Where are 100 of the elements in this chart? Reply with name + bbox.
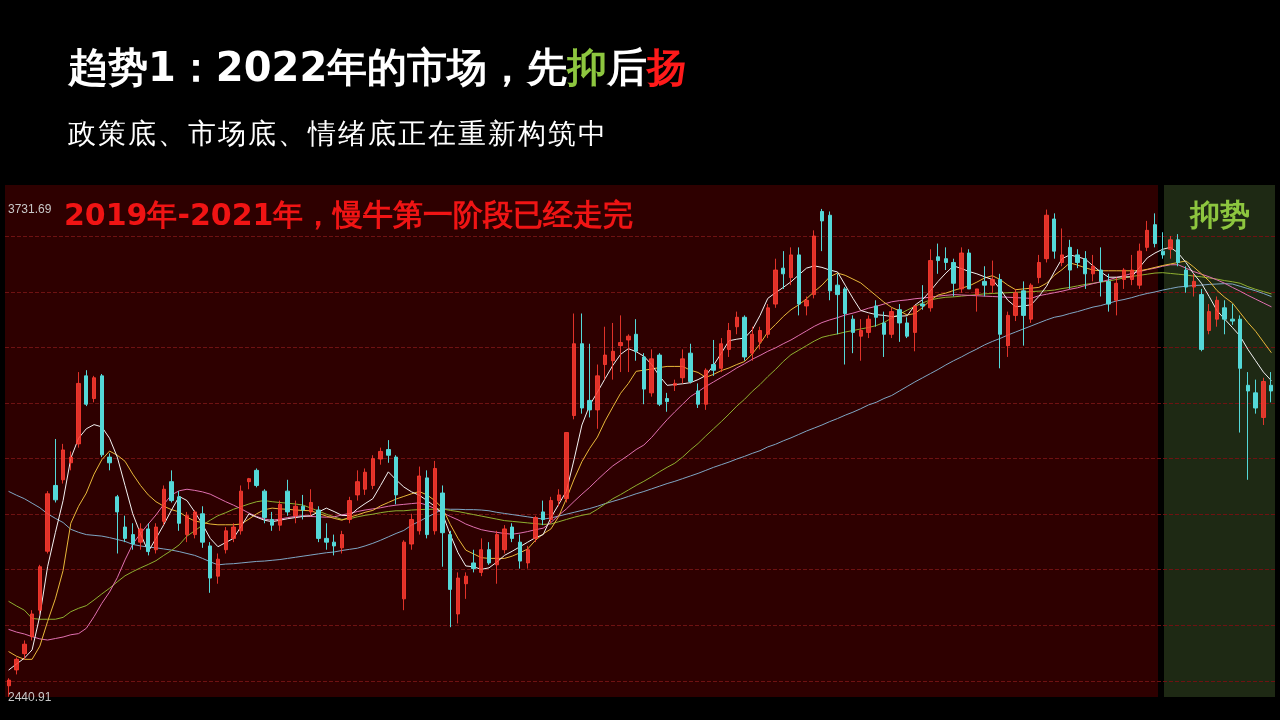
candlestick xyxy=(642,352,646,405)
candlestick xyxy=(634,318,638,362)
candlestick xyxy=(278,500,282,532)
candlestick xyxy=(1176,233,1180,267)
candlestick xyxy=(959,246,964,294)
candlestick xyxy=(293,500,298,524)
candlestick xyxy=(1099,246,1103,297)
candlestick xyxy=(944,246,948,271)
candlestick xyxy=(464,571,468,600)
candlestick xyxy=(301,494,305,520)
candlestick xyxy=(804,295,809,316)
candlestick xyxy=(402,539,406,611)
candlestick xyxy=(549,496,553,524)
candlestick xyxy=(378,447,383,466)
candlestick xyxy=(750,326,754,362)
candlestick xyxy=(162,484,166,526)
candlestick xyxy=(138,522,143,551)
candlestick xyxy=(1083,250,1087,290)
candlestick xyxy=(363,467,367,496)
candlestick xyxy=(224,526,228,554)
candlestick xyxy=(572,313,576,420)
candlestick xyxy=(440,484,445,568)
candlestick xyxy=(758,326,762,350)
candlestick xyxy=(270,511,274,532)
candlestick xyxy=(1238,314,1242,434)
candlestick xyxy=(495,530,499,585)
candlestick xyxy=(1184,265,1188,294)
candlestick xyxy=(115,494,119,554)
y-tick-label: 2440.91 xyxy=(8,689,52,704)
candlestick xyxy=(1161,231,1165,260)
candlestick xyxy=(254,467,259,488)
candlestick xyxy=(680,348,685,384)
candlestick xyxy=(766,303,770,339)
candlestick xyxy=(45,490,50,554)
candlestick xyxy=(526,545,530,570)
candlestick xyxy=(448,530,452,628)
candlestick xyxy=(502,524,507,554)
line-series xyxy=(8,283,1272,566)
candlestick xyxy=(533,515,538,543)
candlestick xyxy=(386,439,391,464)
candlestick xyxy=(340,530,344,554)
candlestick xyxy=(231,522,236,543)
candlestick xyxy=(649,348,654,398)
candlestick xyxy=(107,452,112,471)
candlestick xyxy=(433,460,437,536)
candlestick xyxy=(216,552,220,585)
candlestick xyxy=(1253,379,1258,415)
candlestick xyxy=(1091,254,1095,282)
chart-subtitle: 政策底、市场底、情绪底正在重新构筑中 xyxy=(68,116,608,152)
candlestick xyxy=(324,522,329,551)
candlestick xyxy=(1230,303,1235,326)
candlestick xyxy=(626,333,631,373)
candlestick xyxy=(665,392,669,413)
candlestick xyxy=(193,509,197,539)
candlestick xyxy=(866,314,871,339)
candlestick xyxy=(587,343,592,418)
candlestick xyxy=(510,522,514,543)
candlestick xyxy=(920,284,925,311)
candlestick xyxy=(982,265,987,297)
candlestick xyxy=(169,469,174,503)
candlestick xyxy=(711,339,716,377)
candlestick xyxy=(797,246,801,316)
candlestick xyxy=(92,375,96,403)
candlestick xyxy=(1029,282,1033,324)
candlestick xyxy=(131,522,135,551)
candlestick xyxy=(951,258,956,297)
candlestick xyxy=(905,316,909,339)
candlestick xyxy=(882,311,886,358)
candlestick xyxy=(742,314,747,362)
candlestick xyxy=(100,373,104,458)
candlestick xyxy=(1114,277,1118,316)
candlestick xyxy=(1246,371,1250,481)
candlestick xyxy=(1222,299,1227,335)
candlestick xyxy=(928,248,933,313)
candlestick xyxy=(479,537,483,577)
candlestick xyxy=(518,534,522,570)
candlestick xyxy=(1122,267,1126,290)
candlestick xyxy=(580,313,584,415)
candlestick xyxy=(1192,273,1196,297)
candlestick xyxy=(936,243,940,275)
candlestick xyxy=(773,258,778,309)
candlestick xyxy=(1199,288,1204,352)
candlestick xyxy=(247,477,251,490)
candlestick xyxy=(704,367,708,411)
candlestick xyxy=(1168,235,1173,260)
candlestick xyxy=(239,484,243,536)
candlestick xyxy=(874,299,878,328)
candlestick xyxy=(1130,254,1134,286)
candlestick xyxy=(897,303,902,343)
candlestick xyxy=(471,549,476,573)
candlestick xyxy=(835,273,840,335)
candlestick xyxy=(688,343,693,384)
candlestick xyxy=(1068,239,1072,290)
candlestick xyxy=(1137,243,1142,290)
candlestick xyxy=(820,208,824,252)
candlestick xyxy=(851,314,855,354)
candlestick xyxy=(611,322,615,381)
candlestick xyxy=(456,571,460,624)
candlestick xyxy=(38,564,42,615)
candlestick xyxy=(1044,209,1049,263)
